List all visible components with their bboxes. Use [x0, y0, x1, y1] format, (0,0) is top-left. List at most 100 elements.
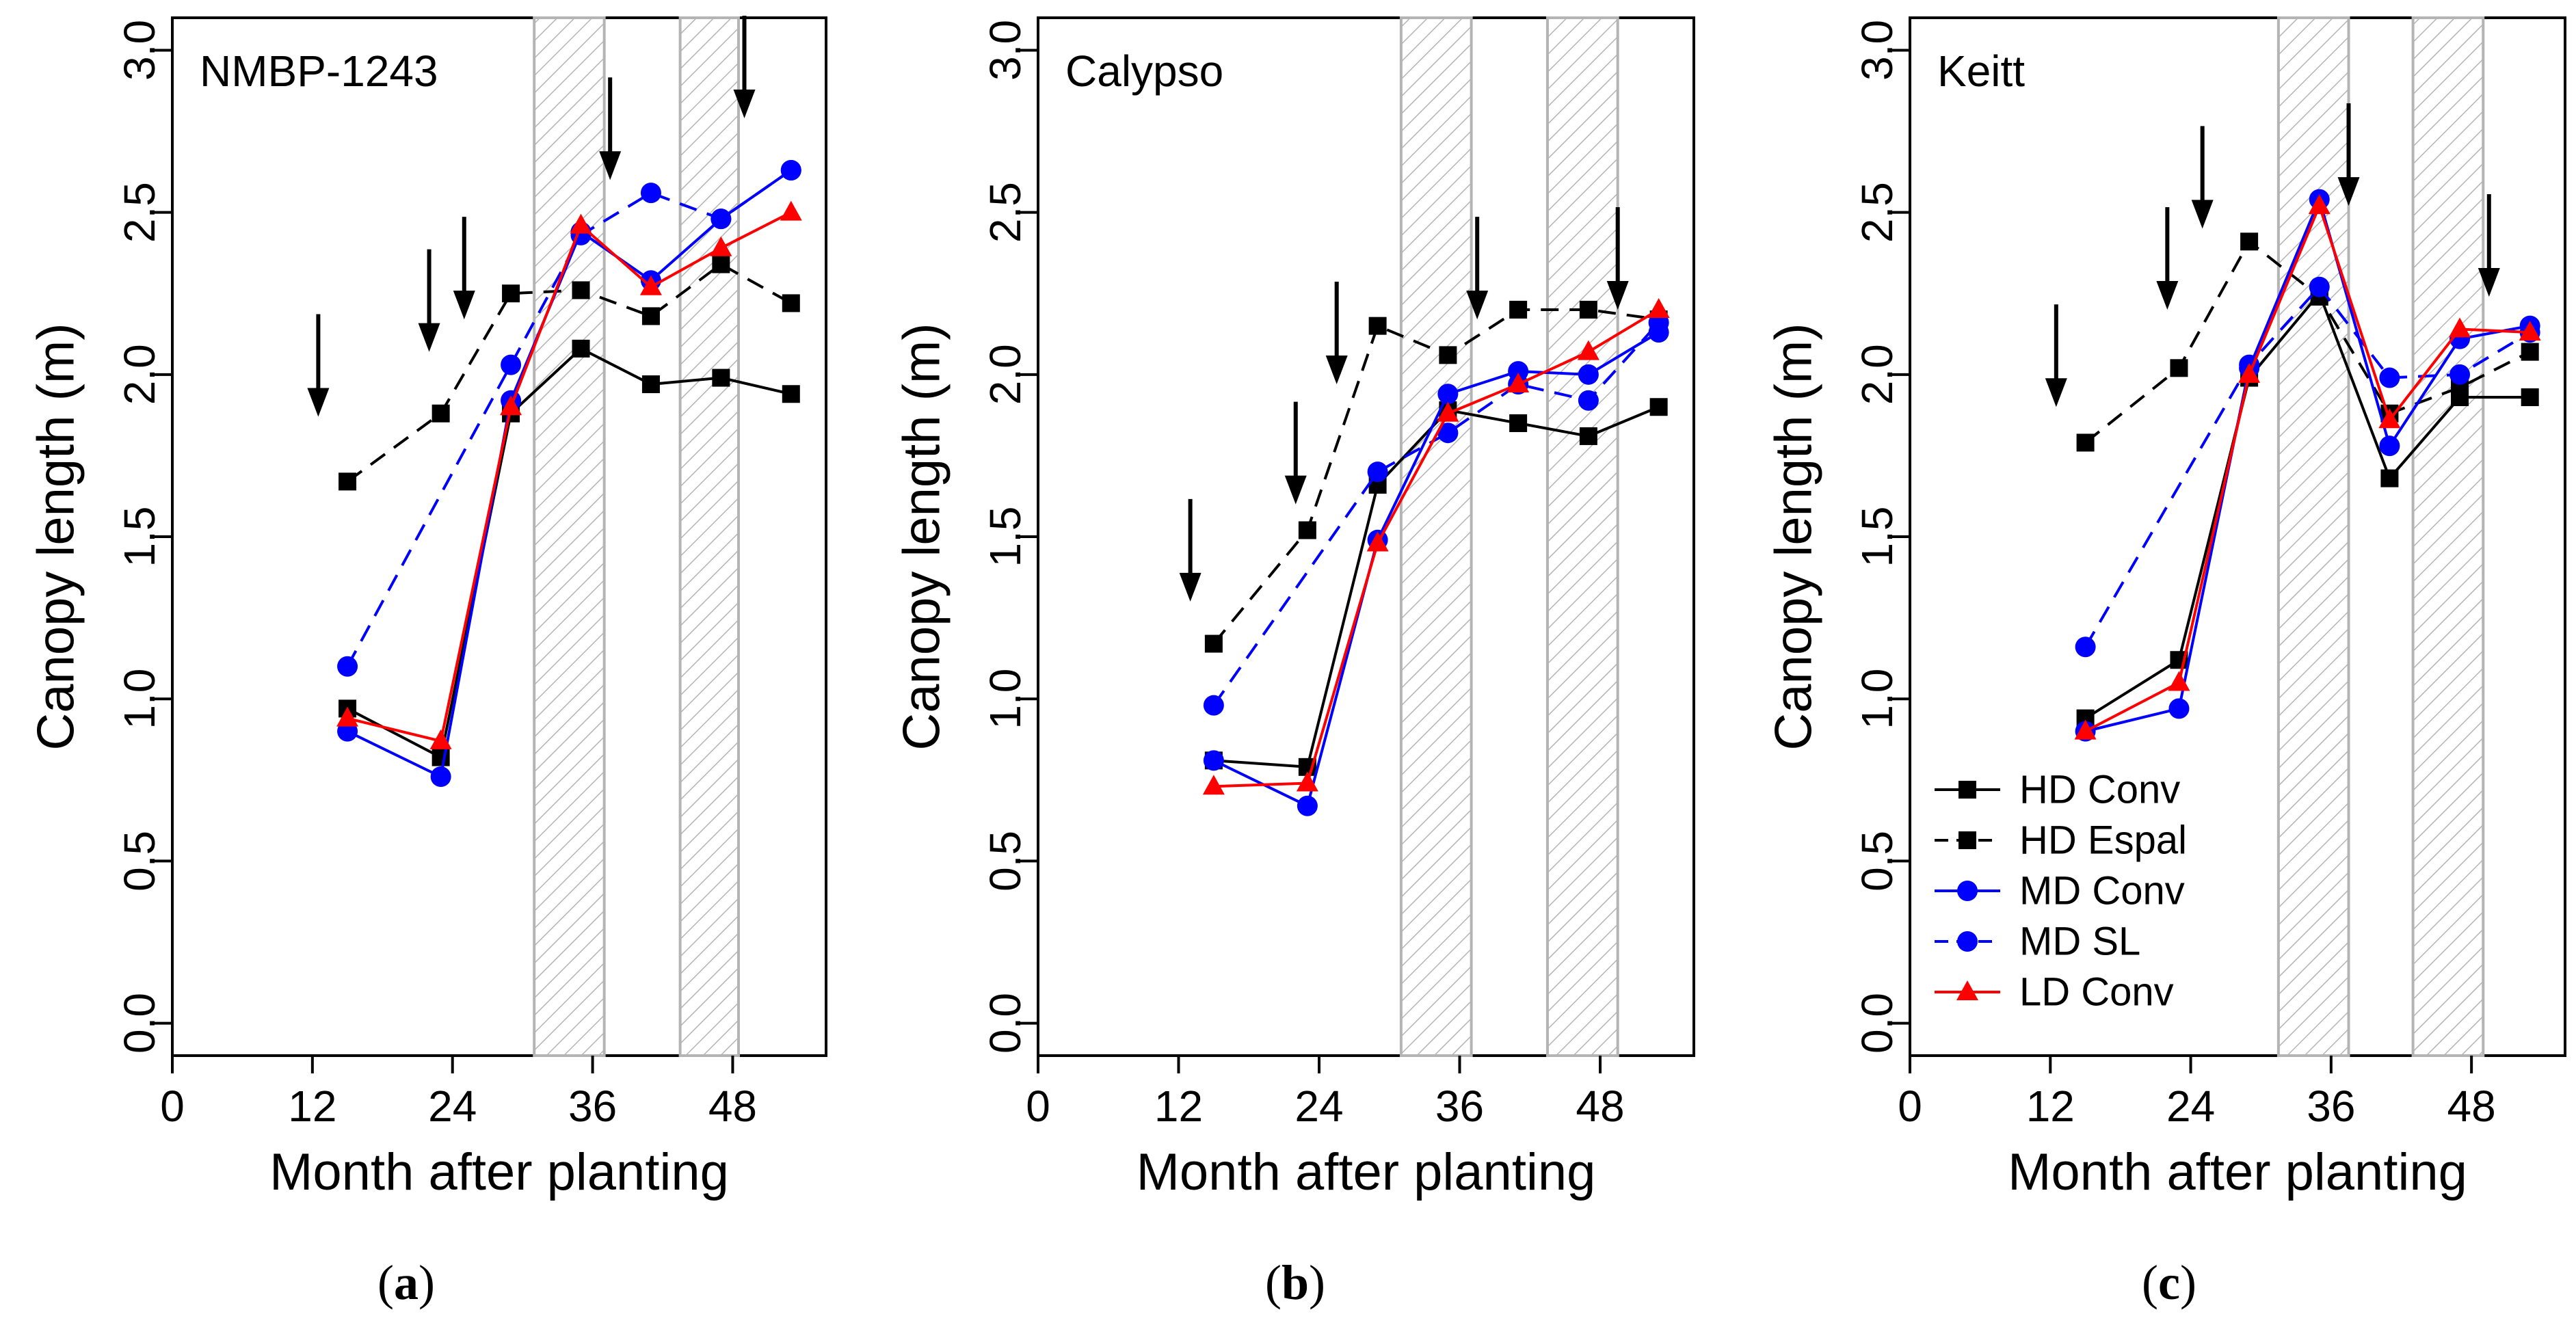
- panel-c: 0 12 24 36 480.00.51.01.52.02.53.0 HD ConvHD…: [1765, 16, 2566, 1310]
- series-line: [346, 169, 792, 667]
- series-line: [1212, 321, 1660, 706]
- arrow-icon: [307, 314, 330, 417]
- arrow-icon: [1284, 401, 1307, 505]
- x-tick-label: 48: [708, 1082, 757, 1131]
- arrows: [307, 16, 756, 417]
- caption-label: (c): [2142, 1255, 2196, 1310]
- legend-item: HD Conv: [1935, 768, 2180, 812]
- y-tick-label: 2.0: [1853, 344, 1902, 405]
- x-tick-label: 12: [288, 1082, 336, 1131]
- arrow-icon: [1179, 498, 1201, 602]
- shaded-period-1: [1399, 16, 1473, 1057]
- arrow-icon: [2045, 304, 2067, 407]
- data-point: [780, 200, 802, 221]
- legend-item: MD Conv: [1935, 869, 2185, 913]
- data-point: [1647, 297, 1670, 318]
- axes: 0 12 24 36 48 0.0 0.5 1.0 1.5 2.0 2.5 3.0: [1853, 20, 2496, 1131]
- x-tick-label: 48: [1576, 1082, 1624, 1131]
- data-point: [1439, 346, 1457, 364]
- shaded-period-1: [533, 16, 606, 1057]
- data-series: [2074, 189, 2541, 742]
- data-point: [1509, 300, 1528, 319]
- data-point: [2379, 436, 2400, 457]
- data-point: [2380, 469, 2399, 487]
- series-ld-conv: [336, 200, 802, 749]
- data-point: [1366, 531, 1389, 552]
- legend-label: LD Conv: [2019, 970, 2174, 1015]
- axes: 0 12 24 36 48 0.0 0.5 1.0 1.5 2.0 2.5 3.0: [115, 20, 757, 1131]
- panel-title: Keitt: [1937, 46, 2025, 96]
- data-point: [431, 748, 450, 766]
- x-axis-label: Month after planting: [269, 1143, 729, 1201]
- data-point: [641, 307, 660, 325]
- y-tick-label: 2.5: [115, 182, 164, 243]
- series-ld-conv: [2074, 194, 2541, 740]
- arrow-icon: [1606, 206, 1629, 310]
- data-point: [1202, 775, 1225, 795]
- x-tick-label: 0: [1898, 1082, 1922, 1131]
- data-point: [2519, 321, 2541, 341]
- data-point: [1437, 423, 1459, 444]
- y-tick-label: 0.5: [1853, 831, 1902, 892]
- data-point: [572, 281, 590, 299]
- legend: HD Conv HD Espal MD Conv MD SL LD Conv: [1935, 768, 2187, 1015]
- legend-label: HD Espal: [2019, 818, 2187, 863]
- y-tick-label: 0.0: [1853, 993, 1902, 1054]
- arrow-icon: [418, 249, 440, 352]
- y-tick-label: 1.0: [115, 669, 164, 730]
- data-point: [1203, 695, 1224, 716]
- shaded-period-2: [1545, 16, 1619, 1057]
- y-tick-label: 2.5: [981, 182, 1030, 243]
- y-tick-label: 1.5: [115, 507, 164, 567]
- series-hd-espal: [338, 255, 800, 491]
- data-point: [430, 766, 451, 788]
- data-point: [1437, 384, 1459, 405]
- y-tick-label: 1.5: [981, 507, 1030, 567]
- arrow-icon: [2156, 206, 2179, 310]
- data-series: [1202, 297, 1670, 816]
- y-tick-label: 2.0: [981, 344, 1030, 405]
- data-point: [641, 375, 660, 394]
- legend-item: HD Espal: [1935, 818, 2187, 863]
- data-point: [782, 385, 800, 403]
- data-point: [2309, 276, 2330, 297]
- data-point: [2521, 388, 2539, 407]
- data-point: [2378, 408, 2401, 429]
- data-point: [711, 209, 732, 230]
- data-point: [1367, 461, 1388, 483]
- x-tick-label: 48: [2447, 1082, 2496, 1131]
- data-point: [570, 213, 592, 234]
- arrow-icon: [1466, 217, 1489, 320]
- data-point: [1507, 373, 1530, 393]
- data-point: [429, 729, 452, 749]
- data-point: [501, 354, 522, 375]
- y-tick-label: 0.0: [115, 993, 164, 1054]
- data-point: [1368, 317, 1387, 335]
- arrows: [2045, 103, 2500, 407]
- shaded-period-2: [678, 16, 740, 1057]
- series-line: [2084, 284, 2531, 648]
- data-point: [780, 159, 801, 180]
- data-point: [431, 404, 450, 423]
- data-point: [502, 284, 520, 303]
- x-tick-label: 36: [1435, 1082, 1484, 1131]
- arrow-icon: [599, 77, 622, 180]
- data-point: [2168, 671, 2190, 691]
- arrow-icon: [453, 217, 475, 320]
- y-tick-label: 0.5: [981, 831, 1030, 892]
- arrows: [1179, 206, 1629, 602]
- x-axis-label: Month after planting: [2008, 1143, 2467, 1201]
- data-point: [338, 472, 357, 491]
- series-ld-conv: [1202, 297, 1670, 795]
- y-tick-label: 2.5: [1853, 182, 1902, 243]
- data-point: [2449, 317, 2471, 338]
- data-point: [2521, 343, 2539, 361]
- data-point: [1296, 771, 1318, 792]
- legend-label: MD Conv: [2019, 869, 2185, 913]
- y-axis-label: Canopy length (m): [1765, 323, 1823, 750]
- data-point: [2074, 719, 2097, 740]
- y-tick-label: 3.0: [1853, 20, 1902, 81]
- data-point: [712, 255, 730, 273]
- shaded-periods: [533, 16, 740, 1057]
